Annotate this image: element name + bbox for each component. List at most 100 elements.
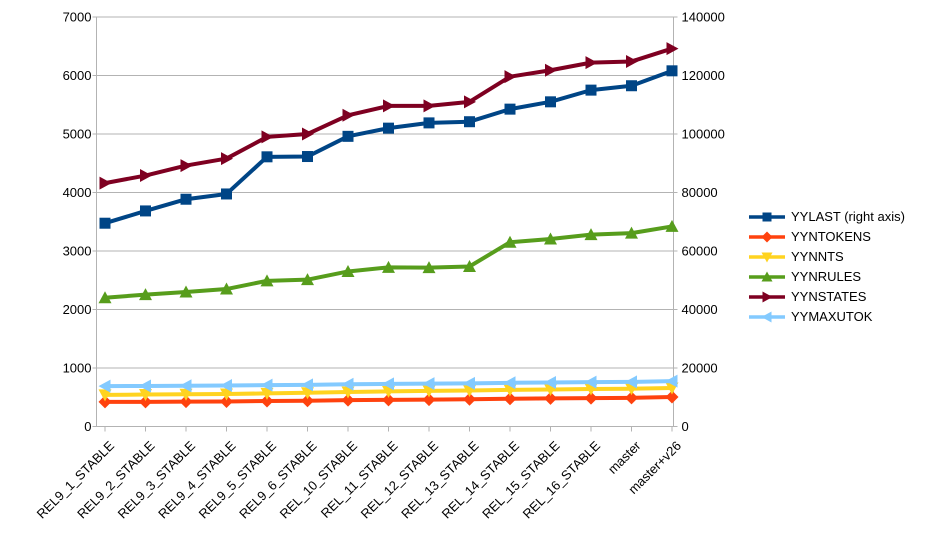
data-point-marker: [221, 152, 233, 166]
legend-swatch-triangle-down-icon: [749, 252, 785, 263]
data-point-marker: [179, 379, 192, 393]
legend-swatch-diamond-icon: [749, 231, 785, 243]
data-point-marker: [422, 393, 436, 407]
data-point-marker: [585, 84, 597, 96]
right-axis-label: 40000: [682, 302, 718, 317]
data-point-marker: [665, 374, 678, 388]
series-yymaxutok: [98, 374, 678, 393]
data-point-marker: [220, 388, 233, 401]
data-point-marker: [341, 377, 354, 391]
legend-swatch-triangle-up-icon: [749, 271, 785, 282]
data-point-marker: [220, 394, 233, 408]
data-point-marker: [301, 394, 314, 408]
legend-label: YYNNTS: [791, 249, 844, 264]
data-point-marker: [220, 379, 232, 393]
series-yynnts: [98, 382, 679, 402]
data-point-marker: [504, 103, 516, 115]
series-line: [104, 46, 673, 186]
data-point-marker: [99, 176, 112, 190]
data-point-marker: [220, 282, 233, 295]
data-point-marker: [98, 395, 112, 409]
data-point-marker: [382, 260, 395, 273]
data-point-marker: [383, 99, 395, 113]
data-point-marker: [666, 65, 678, 77]
left-axis-label: 5000: [63, 127, 92, 142]
data-point-marker: [625, 391, 638, 405]
data-point-marker: [423, 117, 435, 129]
right-axis-label: 0: [682, 419, 689, 434]
data-point-marker: [139, 288, 152, 301]
data-point-marker: [260, 378, 273, 392]
data-point-marker: [260, 274, 274, 287]
data-point-marker: [544, 376, 556, 390]
data-point-marker: [260, 394, 274, 408]
right-axis-label: 20000: [682, 361, 718, 376]
legend-item-yynstates: YYNSTATES: [748, 287, 905, 307]
data-point-marker: [341, 264, 355, 277]
data-point-marker: [342, 108, 355, 122]
data-point-marker: [139, 395, 152, 409]
data-point-marker: [422, 377, 435, 391]
legend-label: YYLAST (right axis): [791, 209, 905, 224]
data-point-marker: [584, 375, 597, 389]
data-point-marker: [302, 151, 313, 163]
legend-item-yynrules: YYNRULES: [748, 267, 905, 287]
left-axis-label: 1000: [63, 361, 92, 376]
data-point-marker: [761, 271, 773, 282]
data-point-marker: [221, 188, 232, 200]
data-point-marker: [761, 252, 773, 263]
data-point-marker: [625, 226, 638, 239]
data-point-marker: [544, 391, 557, 405]
data-point-marker: [761, 311, 772, 323]
data-point-marker: [342, 130, 354, 142]
data-point-marker: [422, 261, 436, 274]
legend-swatch-triangle-right-icon: [749, 291, 785, 303]
data-point-marker: [180, 193, 192, 205]
right-axis-label: 120000: [682, 68, 725, 83]
left-axis-label: 4000: [63, 185, 92, 200]
data-point-marker: [464, 95, 476, 109]
data-point-marker: [180, 159, 193, 173]
data-point-marker: [179, 285, 193, 298]
data-point-marker: [98, 389, 112, 402]
legend-swatch-square-icon: [749, 212, 785, 222]
x-category-label: REL_16_STABLE: [520, 438, 604, 522]
legend-label: YYNSTATES: [791, 289, 867, 304]
data-point-marker: [504, 70, 517, 84]
data-point-marker: [626, 80, 637, 92]
legend-item-yylast-right-axis: YYLAST (right axis): [748, 207, 905, 227]
data-point-marker: [762, 212, 772, 222]
data-point-marker: [302, 127, 314, 141]
left-axis-label: 0: [84, 419, 91, 434]
data-point-marker: [301, 273, 314, 286]
data-point-marker: [625, 375, 637, 389]
data-point-marker: [665, 390, 679, 404]
data-point-marker: [762, 291, 773, 303]
data-point-marker: [584, 228, 598, 241]
data-point-marker: [761, 231, 773, 243]
data-point-marker: [463, 392, 476, 406]
series-yyntokens: [98, 390, 679, 409]
data-point-marker: [463, 260, 476, 273]
data-point-marker: [423, 99, 436, 113]
data-point-marker: [98, 291, 112, 304]
left-axis-label: 6000: [63, 68, 92, 83]
series-yynrules: [98, 219, 679, 304]
data-point-marker: [503, 376, 516, 390]
data-point-marker: [301, 387, 314, 400]
legend-item-yymaxutok: YYMAXUTOK: [748, 307, 905, 327]
legend-item-yynnts: YYNNTS: [748, 247, 905, 267]
right-axis-label: 100000: [682, 127, 725, 142]
data-point-marker: [179, 395, 193, 409]
right-axis-label: 140000: [682, 10, 725, 25]
right-axis-label: 60000: [682, 244, 718, 259]
series-yylast-right-axis: [99, 65, 678, 229]
left-axis-label: 7000: [63, 10, 92, 25]
data-point-marker: [301, 378, 313, 392]
series-yynstates: [99, 42, 679, 190]
data-point-marker: [140, 205, 151, 217]
data-point-marker: [140, 169, 152, 183]
data-point-marker: [545, 63, 557, 77]
